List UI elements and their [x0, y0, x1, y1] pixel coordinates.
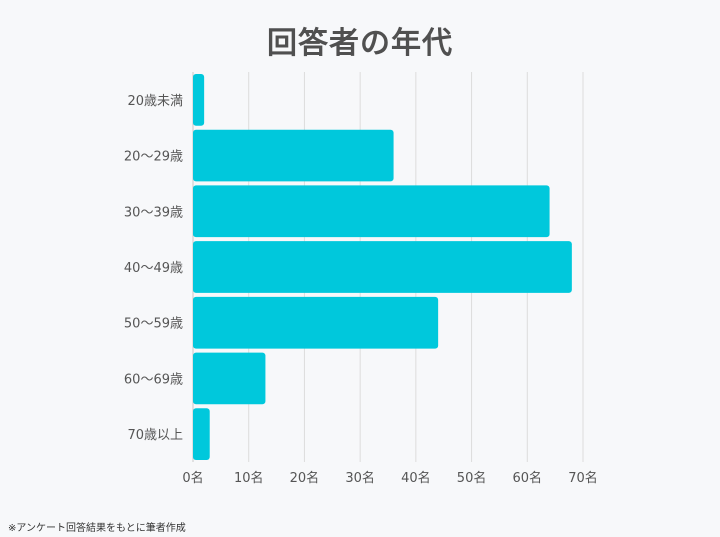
x-tick-label: 60名: [513, 470, 543, 486]
bar: [193, 352, 266, 405]
bars: [193, 74, 572, 460]
x-tick-labels: 0名 10名 20名 30名 40名 50名 60名 70名: [182, 470, 597, 486]
x-tick-label: 10名: [234, 470, 264, 486]
category-label: 70歳以上: [127, 428, 183, 443]
x-tick-label: 30名: [345, 470, 375, 486]
category-label: 60〜69歳: [124, 372, 183, 387]
bar: [193, 241, 572, 293]
bar: [193, 74, 205, 126]
category-label: 20〜29歳: [124, 150, 183, 165]
bar: [193, 296, 439, 349]
x-tick-label: 70名: [568, 470, 598, 486]
x-tick-label: 0名: [182, 470, 203, 486]
bar: [193, 129, 394, 182]
x-tick-label: 40名: [401, 470, 431, 486]
category-label: 50〜59歳: [124, 317, 183, 332]
bar: [193, 408, 210, 460]
category-label: 40〜49歳: [124, 261, 183, 276]
x-tick-label: 20名: [290, 470, 320, 486]
chart-title: 回答者の年代: [267, 26, 453, 61]
footnote: ※アンケート回答結果をもとに筆者作成: [8, 523, 186, 534]
x-tick-label: 50名: [457, 470, 487, 486]
bar: [193, 185, 550, 238]
category-label: 30〜39歳: [124, 205, 183, 220]
category-labels: 20歳未満 20〜29歳 30〜39歳 40〜49歳 50〜59歳 60〜69歳 70歳以上: [124, 94, 183, 443]
category-label: 20歳未満: [127, 94, 183, 109]
